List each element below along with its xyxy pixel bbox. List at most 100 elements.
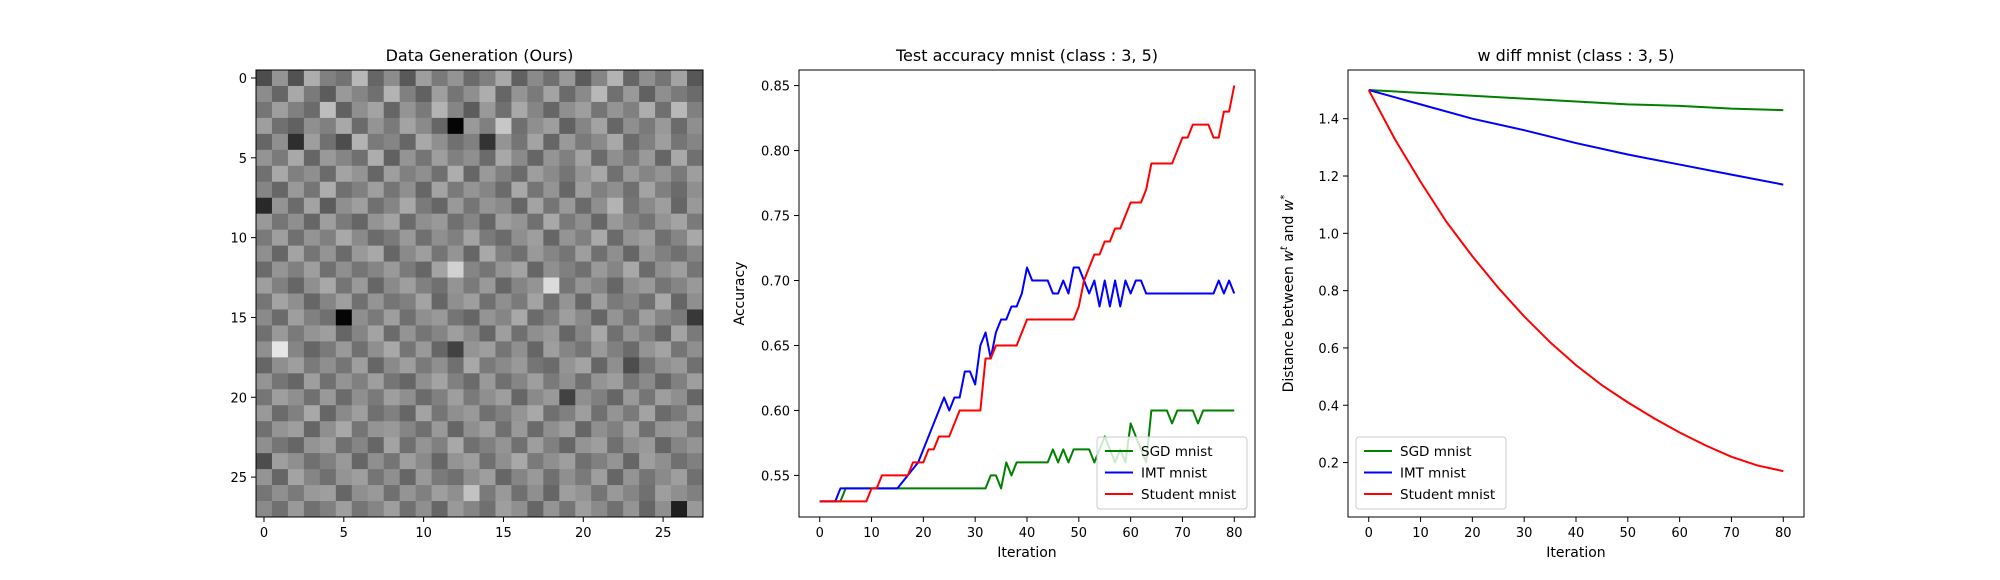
heatmap-cell [527, 165, 544, 183]
heatmap-cell [415, 245, 433, 262]
heatmap-cell [271, 245, 289, 262]
heatmap-cell [655, 485, 672, 502]
heatmap-cell [511, 373, 528, 390]
heatmap-cell [543, 101, 560, 119]
heatmap-cell [303, 181, 321, 199]
heatmap-cell [559, 389, 576, 406]
y-tick-label: 0.85 [761, 80, 790, 95]
heatmap-cell [687, 325, 704, 342]
heatmap-cell [415, 389, 433, 406]
heatmap-cell [655, 149, 672, 167]
heatmap-cell [303, 437, 321, 454]
heatmap-cell [319, 309, 337, 326]
heatmap-cell [575, 421, 592, 438]
heatmap-cell [351, 133, 369, 151]
heatmap-cell [351, 389, 369, 406]
heatmap-cell [383, 197, 401, 215]
heatmap-cell [303, 469, 321, 486]
heatmap-cell [655, 181, 672, 199]
heatmap-cell [447, 229, 464, 247]
heatmap-cell [463, 149, 480, 167]
heatmap-cell [447, 213, 464, 231]
heatmap-cell [351, 70, 369, 87]
heatmap-cell [351, 149, 369, 167]
heatmap-cell [575, 373, 592, 390]
heatmap-cell [256, 501, 273, 518]
heatmap-cell [495, 357, 512, 374]
heatmap-cell [271, 133, 289, 151]
heatmap-cell [415, 373, 433, 390]
heatmap-cell [591, 485, 608, 502]
heatmap-cell [511, 133, 528, 151]
heatmap-cell [256, 341, 273, 358]
heatmap-cell [335, 277, 353, 294]
x-tick-label: 0 [260, 526, 268, 541]
heatmap-cell [591, 213, 608, 231]
y-tick-label: 0.65 [761, 339, 790, 354]
heatmap-cell [335, 133, 353, 151]
heatmap-cell [271, 501, 289, 518]
heatmap-cell [495, 213, 512, 231]
heatmap-cell [367, 453, 385, 470]
heatmap-cell [256, 485, 273, 502]
heatmap-cell [527, 437, 544, 454]
heatmap-cell [303, 357, 321, 374]
heatmap-cell [671, 245, 688, 262]
heatmap-cell [671, 165, 688, 183]
heatmap-cell [415, 117, 433, 135]
heatmap-cell [495, 245, 512, 262]
heatmap-cell [527, 245, 544, 262]
heatmap-cell [287, 453, 305, 470]
heatmap-cell [575, 181, 592, 199]
heatmap-cell [575, 405, 592, 422]
heatmap-cell [271, 405, 289, 422]
heatmap-cell [687, 293, 704, 310]
legend-label: SGD mnist [1400, 444, 1472, 460]
heatmap-cell [287, 501, 305, 518]
heatmap-cell [543, 325, 560, 342]
heatmap-cell [575, 165, 592, 183]
heatmap-cell [575, 149, 592, 167]
heatmap-cell [431, 501, 448, 518]
heatmap-cell [319, 229, 337, 247]
heatmap-cell [303, 501, 321, 518]
heatmap-cell [335, 357, 353, 374]
heatmap-cell [495, 501, 512, 518]
heatmap-cell [399, 181, 417, 199]
heatmap-cell [431, 101, 448, 119]
heatmap-cell [399, 421, 417, 438]
heatmap-cell [431, 437, 448, 454]
heatmap-cell [479, 501, 496, 518]
heatmap-cell [479, 325, 496, 342]
heatmap-cell [447, 341, 464, 358]
heatmap-cell [463, 197, 480, 215]
x-tick-label: 40 [1019, 526, 1036, 541]
heatmap-cell [575, 469, 592, 486]
series-line [1368, 89, 1784, 186]
heatmap-cell [319, 181, 337, 199]
heatmap-cell [591, 469, 608, 486]
heatmap-cell [367, 149, 385, 167]
heatmap-cell [303, 293, 321, 310]
heatmap-cell [287, 357, 305, 374]
y-tick-label: 0.55 [761, 469, 790, 484]
heatmap-cell [415, 213, 433, 231]
axis-ticks: 0 10 20 30 40 50 60 70 80 0.2 0.4 0.6 0.8 1.0 1.2 1.4 [1318, 113, 1791, 541]
heatmap-cell [447, 469, 464, 486]
heatmap-cell [399, 485, 417, 502]
heatmap-cell [351, 453, 369, 470]
heatmap-cell [687, 421, 704, 438]
heatmap-cell [607, 485, 624, 502]
heatmap-cell [479, 101, 496, 119]
heatmap-cell [367, 70, 385, 87]
heatmap-cell [559, 357, 576, 374]
heatmap-cell [415, 501, 433, 518]
heatmap-cell [607, 197, 624, 215]
heatmap-cell [559, 165, 576, 183]
heatmap-cell [543, 453, 560, 470]
heatmap-cell [607, 341, 624, 358]
heatmap-cell [527, 421, 544, 438]
heatmap-cell [511, 197, 528, 215]
heatmap-cell [399, 85, 417, 103]
heatmap-cell [607, 85, 624, 103]
